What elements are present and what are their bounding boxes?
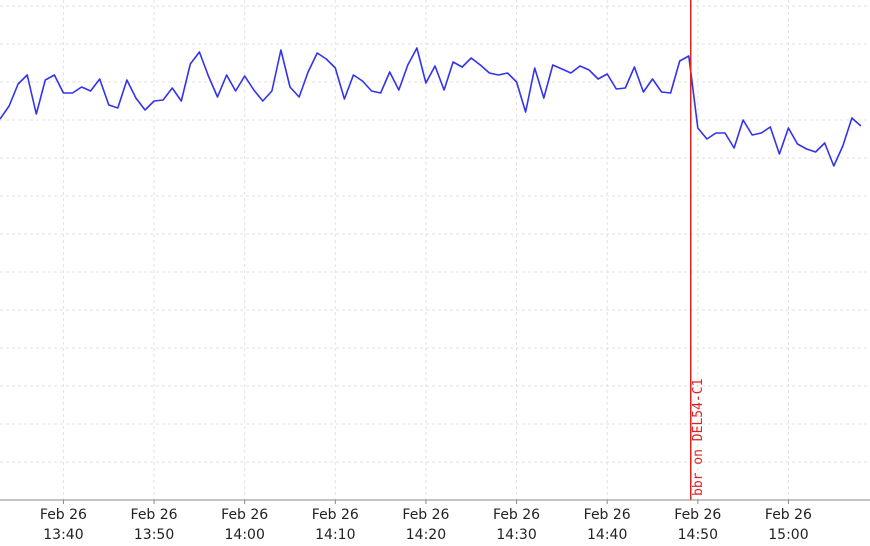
x-tick-label-date: Feb 26 bbox=[131, 507, 178, 523]
x-tick-label-time: 15:00 bbox=[768, 527, 808, 543]
x-axis: Feb 26 13:40 Feb 26 13:50 Feb 26 14:00 Feb 26 1… bbox=[0, 499, 870, 543]
x-tick-label-date: Feb 26 bbox=[402, 507, 449, 523]
x-tick-label-time: 13:50 bbox=[134, 527, 174, 543]
annotation-group: bbr on DEL54-C1 bbox=[690, 0, 706, 500]
grid-lines bbox=[0, 0, 870, 500]
annotation-label: bbr on DEL54-C1 bbox=[691, 379, 706, 496]
series-line bbox=[0, 47, 862, 167]
x-tick-label-time: 14:20 bbox=[406, 527, 446, 543]
x-tick-label-date: Feb 26 bbox=[493, 507, 540, 523]
x-tick-label-time: 14:30 bbox=[496, 527, 536, 543]
x-tick-label-time: 14:00 bbox=[225, 527, 265, 543]
x-tick-label-date: Feb 26 bbox=[584, 507, 631, 523]
series-group bbox=[0, 47, 862, 167]
x-tick-label-date: Feb 26 bbox=[221, 507, 268, 523]
x-tick-label-time: 14:40 bbox=[587, 527, 627, 543]
x-tick-label-date: Feb 26 bbox=[674, 507, 721, 523]
x-tick-label-time: 13:40 bbox=[43, 527, 83, 543]
x-tick-label-time: 14:50 bbox=[678, 527, 718, 543]
x-tick-label-time: 14:10 bbox=[315, 527, 355, 543]
x-tick-label-date: Feb 26 bbox=[312, 507, 359, 523]
x-tick-label-date: Feb 26 bbox=[40, 507, 87, 523]
x-tick-label-date: Feb 26 bbox=[765, 507, 812, 523]
